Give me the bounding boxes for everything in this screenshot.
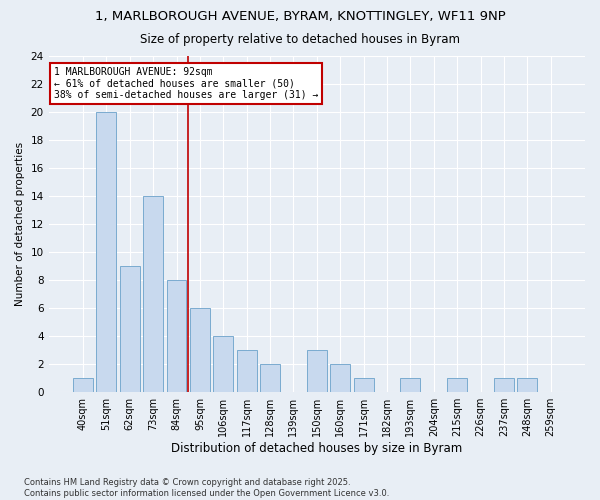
Bar [120, 266, 140, 392]
Text: 1, MARLBOROUGH AVENUE, BYRAM, KNOTTINGLEY, WF11 9NP: 1, MARLBOROUGH AVENUE, BYRAM, KNOTTINGLE… [95, 10, 505, 23]
Text: Size of property relative to detached houses in Byram: Size of property relative to detached ho… [140, 32, 460, 46]
Bar [214, 336, 233, 392]
Text: Contains HM Land Registry data © Crown copyright and database right 2025.
Contai: Contains HM Land Registry data © Crown c… [24, 478, 389, 498]
Bar [97, 112, 116, 392]
Bar [167, 280, 187, 392]
Bar [400, 378, 421, 392]
Bar [517, 378, 537, 392]
Text: 1 MARLBOROUGH AVENUE: 92sqm
← 61% of detached houses are smaller (50)
38% of sem: 1 MARLBOROUGH AVENUE: 92sqm ← 61% of det… [54, 66, 319, 100]
Bar [307, 350, 327, 392]
Bar [494, 378, 514, 392]
Bar [353, 378, 374, 392]
Y-axis label: Number of detached properties: Number of detached properties [15, 142, 25, 306]
Bar [260, 364, 280, 392]
Bar [143, 196, 163, 392]
Bar [330, 364, 350, 392]
Bar [237, 350, 257, 392]
Bar [447, 378, 467, 392]
Bar [190, 308, 210, 392]
X-axis label: Distribution of detached houses by size in Byram: Distribution of detached houses by size … [171, 442, 463, 455]
Bar [73, 378, 93, 392]
